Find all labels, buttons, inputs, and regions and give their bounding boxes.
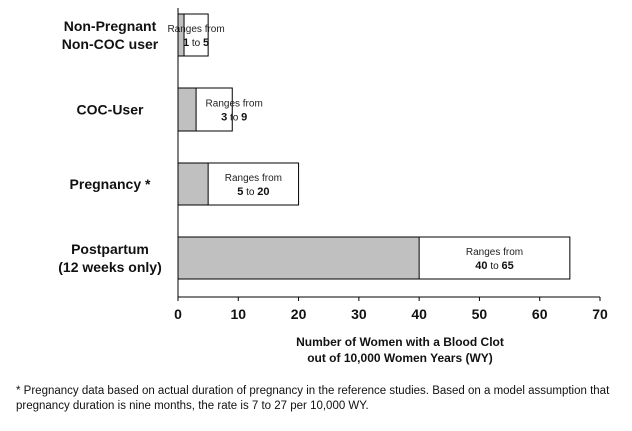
range-label-prefix: Ranges from: [206, 99, 263, 110]
x-tick-label: 40: [411, 306, 427, 322]
footnote: * Pregnancy data based on actual duratio…: [16, 385, 610, 412]
x-tick-label: 0: [174, 306, 182, 322]
x-axis-title-line: Number of Women with a Blood Clot: [296, 335, 504, 349]
x-tick-label: 10: [230, 306, 246, 322]
range-label-values: 40 to 65: [475, 260, 513, 272]
range-label-values: 5 to 20: [237, 186, 269, 198]
category-label: Postpartum (12 weeks only): [58, 241, 162, 275]
bar-range-low: [177, 236, 420, 280]
bar-range-low: [177, 87, 197, 132]
range-label-values: 3 to 9: [221, 112, 247, 124]
range-label-prefix: Ranges from: [167, 24, 224, 35]
bar-range-low: [177, 162, 209, 206]
x-axis: 0 10 20 30 40 50 60 70: [174, 8, 608, 322]
x-tick-label: 20: [291, 306, 307, 322]
range-label-prefix: Ranges from: [466, 247, 523, 258]
x-tick-label: 60: [532, 306, 548, 322]
category-label: Non-Pregnant Non-COC user: [62, 18, 159, 52]
category-labels: Non-Pregnant Non-COC user COC-User Pregnanc…: [58, 18, 162, 275]
range-label-values: 1 to 5: [183, 37, 209, 49]
range-bar-chart: Non-Pregnant Non-COC user COC-User Pregnanc…: [58, 8, 608, 365]
x-axis-title-line: out of 10,000 Women Years (WY): [307, 351, 493, 365]
range-labels: Ranges from 1 to 5 Ranges from 3 to 9 Ranges…: [167, 24, 523, 272]
bar-range-low: [177, 13, 185, 57]
x-axis-title: Number of Women with a Blood Clot out of …: [296, 335, 504, 365]
x-tick-label: 70: [592, 306, 608, 322]
range-label-prefix: Ranges from: [225, 173, 282, 184]
category-label: Pregnancy *: [70, 176, 151, 192]
x-tick-label: 50: [472, 306, 488, 322]
x-tick-label: 30: [351, 306, 367, 322]
category-label: COC-User: [77, 102, 144, 118]
bars: [177, 13, 571, 280]
